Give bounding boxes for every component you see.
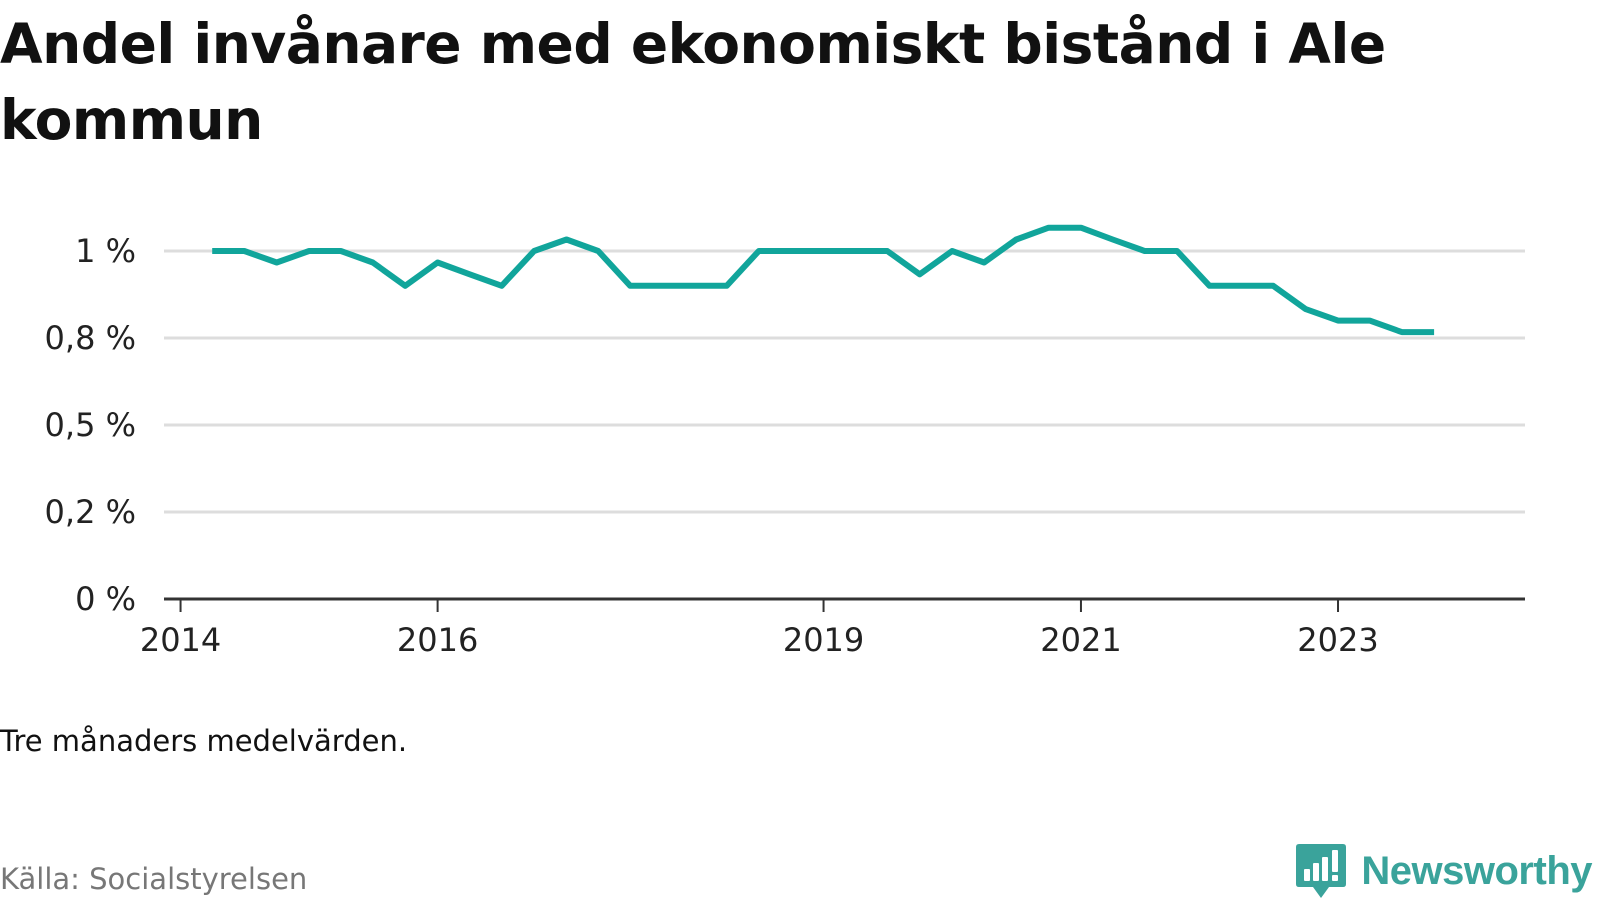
chart-note: Tre månaders medelvärden. [0, 724, 408, 758]
newsworthy-logo-icon [1296, 844, 1347, 898]
brand-name: Newsworthy [1361, 848, 1592, 893]
x-tick-label: 2021 [1040, 621, 1121, 659]
x-tick-label: 2023 [1297, 621, 1378, 659]
source-text: Källa: Socialstyrelsen [0, 862, 308, 896]
x-tick-label: 2014 [140, 621, 221, 659]
y-tick-label: 0 % [75, 580, 136, 618]
y-tick-label: 1 % [75, 232, 136, 270]
y-tick-label: 0,8 % [45, 319, 136, 357]
newsworthy-brand[interactable]: Newsworthy [1295, 842, 1592, 900]
y-tick-label: 0,2 % [45, 493, 136, 531]
x-tick-label: 2019 [783, 621, 864, 659]
y-tick-label: 0,5 % [45, 406, 136, 444]
chart-title: Andel invånare med ekonomiskt bistånd i … [0, 12, 1386, 152]
series-line [212, 224, 1435, 336]
x-tick-label: 2016 [397, 621, 478, 659]
